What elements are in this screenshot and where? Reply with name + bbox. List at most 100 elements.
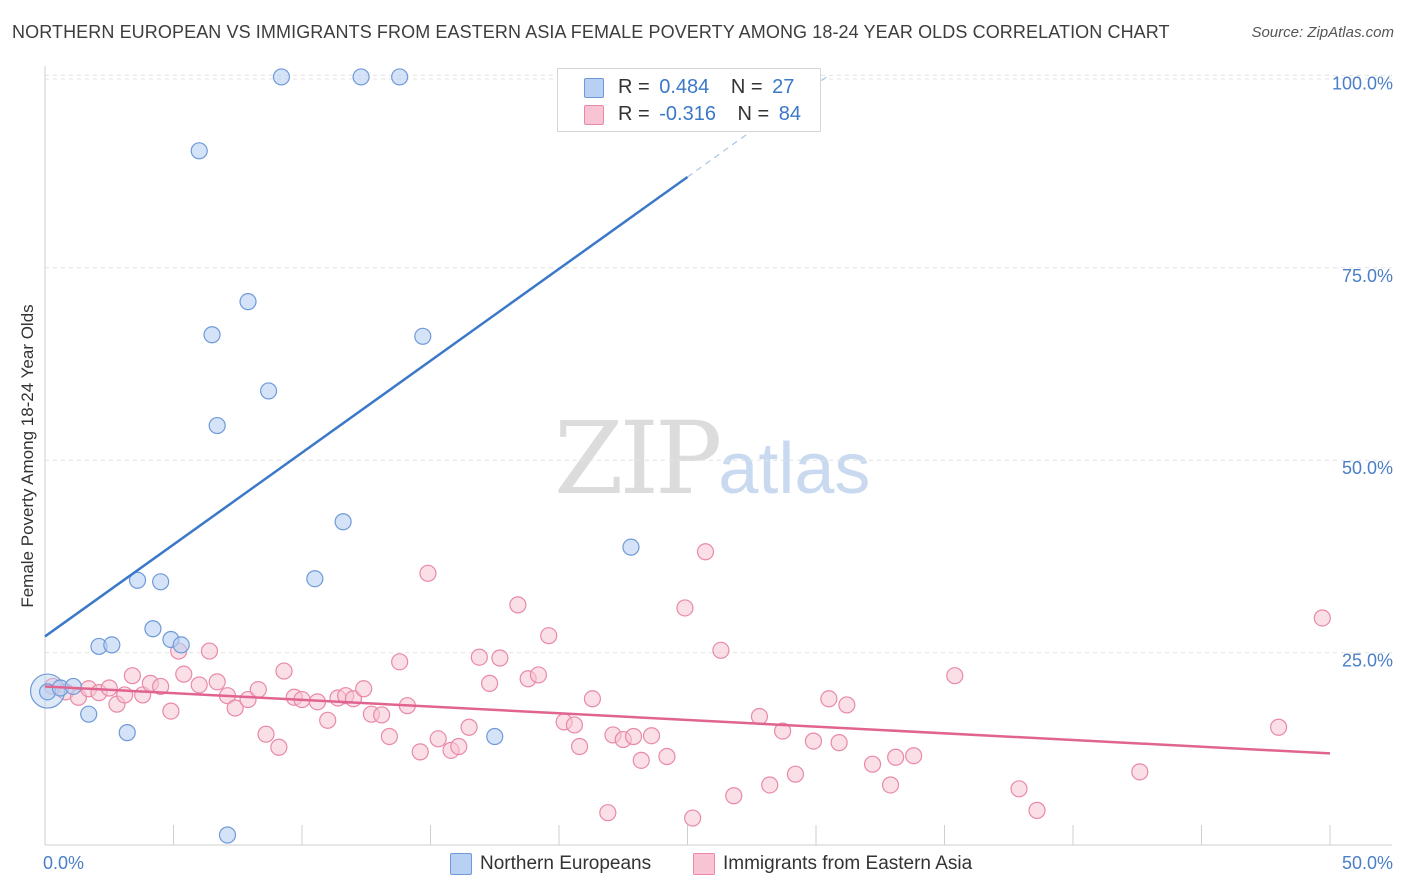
data-point-eastern-asia (570, 737, 589, 756)
data-point-eastern-asia (355, 680, 373, 698)
data-point-eastern-asia (863, 755, 882, 773)
data-point-eastern-asia (123, 667, 141, 685)
data-point-eastern-asia (226, 699, 244, 717)
data-point-eastern-asia (200, 642, 219, 660)
data-point-northern-europeans (486, 727, 504, 746)
data-point-eastern-asia (100, 679, 118, 697)
data-point-northern-europeans (239, 293, 257, 311)
x-tick-label: 50.0% (1342, 853, 1393, 873)
data-point-eastern-asia (249, 680, 267, 699)
data-point-eastern-asia (391, 653, 409, 671)
data-point-eastern-asia (162, 702, 180, 720)
source-label: Source: ZipAtlas.com (1251, 24, 1394, 41)
data-point-eastern-asia (460, 718, 478, 736)
data-point-eastern-asia (380, 727, 398, 746)
data-point-eastern-asia (275, 662, 293, 680)
legend-n-label: N = (730, 76, 763, 98)
bottom-legend-swatch-pink (693, 853, 715, 875)
data-point-eastern-asia (676, 599, 694, 617)
data-point-eastern-asia (750, 707, 769, 726)
data-point-northern-europeans (218, 826, 237, 844)
watermark: ZIPatlas (554, 400, 870, 517)
data-point-northern-europeans (203, 326, 221, 344)
data-point-eastern-asia (270, 738, 288, 756)
data-point-eastern-asia (411, 743, 429, 761)
data-point-eastern-asia (319, 711, 337, 729)
data-point-northern-europeans (103, 636, 121, 654)
chart-title: NORTHERN EUROPEAN VS IMMIGRANTS FROM EAS… (12, 22, 1170, 42)
data-point-northern-europeans (414, 327, 432, 345)
tick-labels-layer: 25.0% 50.0% 75.0% 100.0% 0.0% 50.0% (43, 73, 1393, 873)
data-point-eastern-asia (373, 706, 391, 724)
data-point-northern-europeans (118, 724, 136, 742)
data-point-eastern-asia (565, 716, 584, 734)
correlation-legend: R = 0.484 N = 27 R = -0.316 N = 84 (557, 68, 821, 132)
data-point-eastern-asia (642, 727, 661, 745)
legend-r-value: 0.484 (659, 76, 710, 98)
legend-n-label: N = (737, 103, 770, 125)
pink-points-layer (44, 543, 1331, 827)
data-point-eastern-asia (175, 665, 193, 683)
y-tick-label: 25.0% (1342, 651, 1393, 671)
data-point-eastern-asia (257, 725, 275, 743)
data-point-eastern-asia (509, 596, 527, 614)
data-point-eastern-asia (1131, 763, 1149, 781)
legend-swatch-blue (584, 78, 604, 98)
data-point-northern-europeans (259, 382, 278, 400)
data-point-eastern-asia (773, 722, 792, 740)
data-point-northern-europeans (352, 68, 370, 86)
data-point-eastern-asia (712, 641, 730, 659)
data-point-northern-europeans (622, 538, 640, 556)
data-point-eastern-asia (684, 809, 702, 827)
data-point-northern-europeans (80, 705, 98, 723)
grid-layer (45, 74, 1392, 654)
data-point-northern-europeans (172, 636, 190, 654)
watermark-zip: ZIP (554, 400, 722, 517)
data-point-eastern-asia (481, 674, 499, 692)
data-point-eastern-asia (946, 667, 964, 685)
data-point-northern-europeans (152, 573, 170, 591)
data-point-eastern-asia (1313, 609, 1331, 627)
trend-line-northern-europeans (44, 175, 689, 638)
trend-lines-layer (44, 74, 1331, 755)
data-point-eastern-asia (1269, 718, 1288, 736)
data-point-northern-europeans (306, 570, 324, 588)
legend-text-blue: R = 0.484 N = 27 (618, 76, 794, 99)
y-tick-label: 100.0% (1332, 73, 1393, 93)
data-point-eastern-asia (624, 727, 643, 746)
data-point-northern-europeans (391, 68, 409, 86)
data-point-eastern-asia (830, 734, 848, 752)
data-point-eastern-asia (804, 732, 823, 750)
data-point-eastern-asia (696, 543, 715, 561)
legend-n-value: 27 (772, 76, 795, 98)
data-point-eastern-asia (1010, 780, 1028, 798)
data-point-eastern-asia (761, 776, 779, 794)
data-point-eastern-asia (190, 676, 208, 694)
data-point-eastern-asia (540, 627, 558, 645)
legend-text-pink: R = -0.316 N = 84 (618, 103, 801, 126)
legend-swatch-pink (584, 105, 604, 125)
data-point-eastern-asia (881, 776, 900, 794)
bottom-legend-label-pink: Immigrants from Eastern Asia (723, 853, 973, 874)
data-point-eastern-asia (905, 747, 923, 765)
data-point-eastern-asia (419, 564, 437, 582)
data-point-northern-europeans (144, 620, 162, 638)
data-point-eastern-asia (583, 690, 602, 708)
data-point-eastern-asia (239, 690, 257, 709)
data-point-northern-europeans (208, 416, 226, 435)
legend-r-label: R = (618, 76, 650, 98)
data-point-northern-europeans (334, 513, 352, 531)
data-point-eastern-asia (470, 648, 488, 666)
data-point-eastern-asia (786, 765, 805, 783)
data-point-eastern-asia (152, 677, 170, 696)
data-point-eastern-asia (725, 787, 743, 805)
data-point-eastern-asia (658, 747, 676, 766)
data-point-eastern-asia (429, 730, 447, 748)
trend-line-eastern-asia (44, 685, 1331, 755)
axis-layer (44, 66, 1392, 846)
data-point-northern-europeans (128, 571, 147, 589)
data-point-eastern-asia (599, 804, 617, 822)
bottom-legend-label-blue: Northern Europeans (480, 853, 652, 874)
y-tick-label: 75.0% (1342, 266, 1393, 286)
data-point-eastern-asia (1028, 801, 1046, 819)
